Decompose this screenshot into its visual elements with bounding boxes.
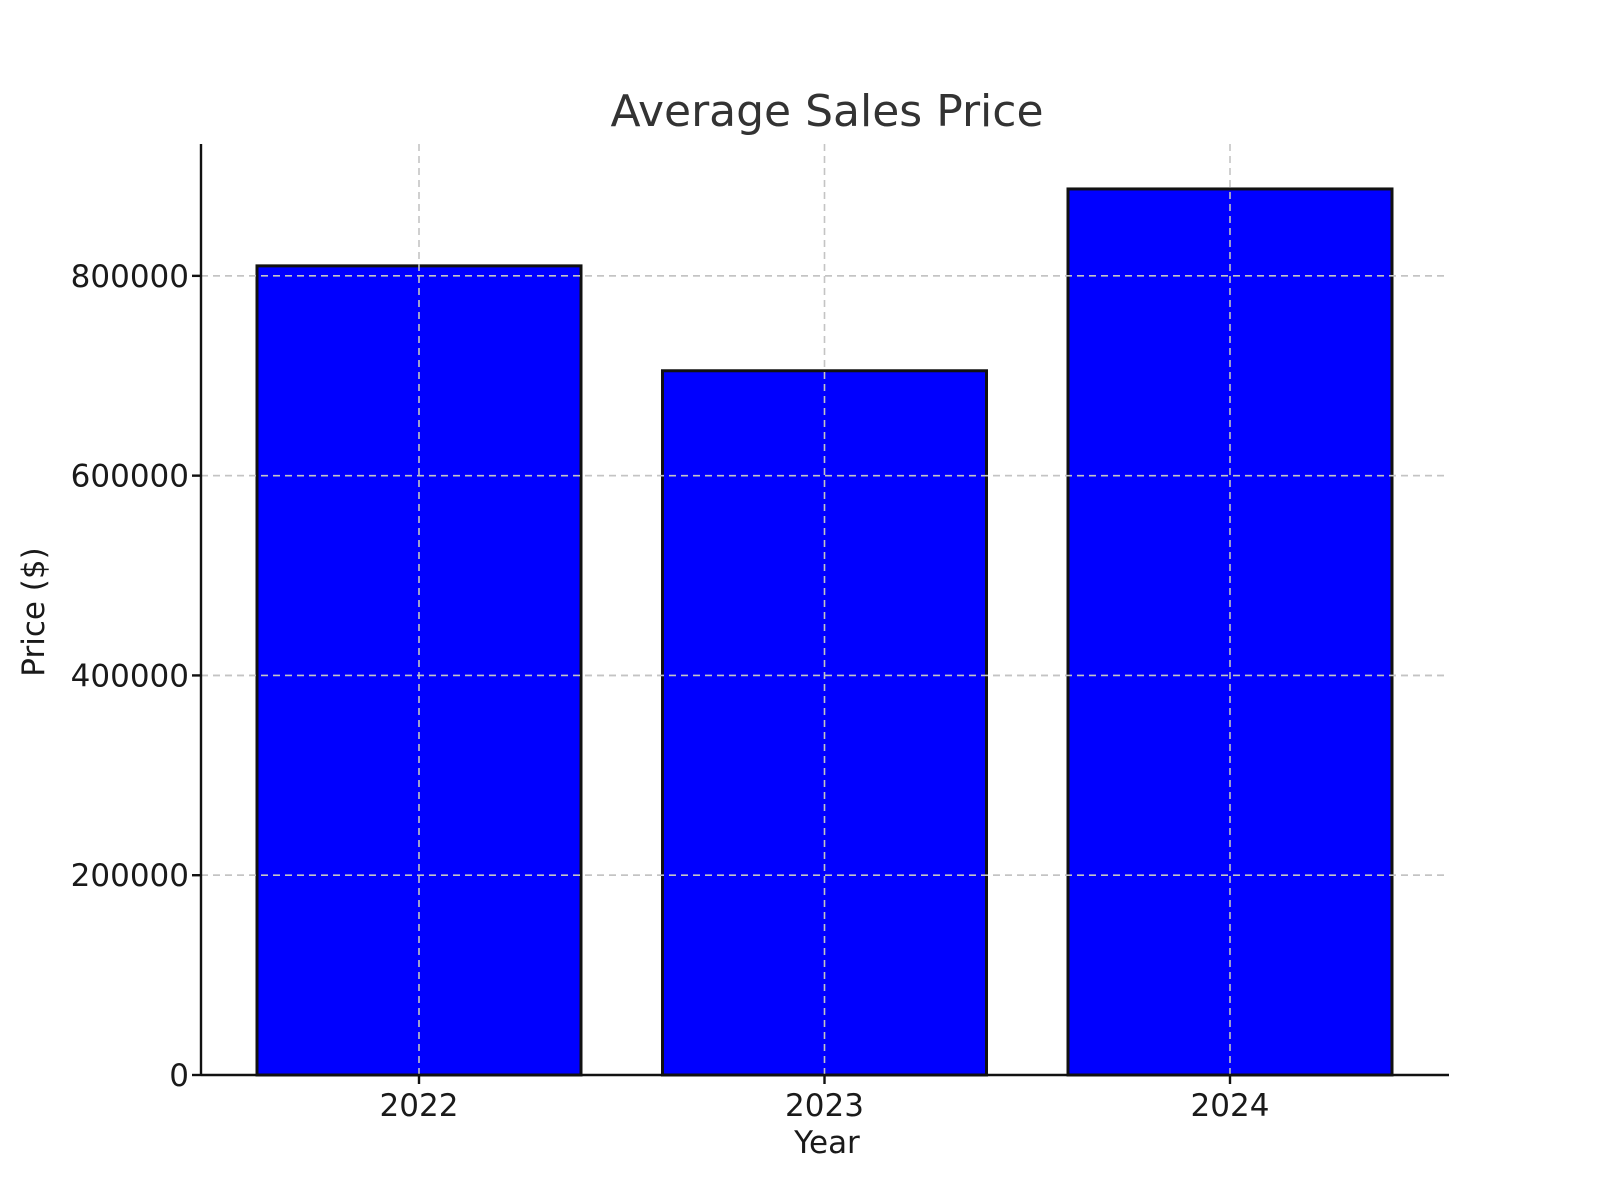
y-tick-label: 800000	[71, 259, 189, 295]
y-tick-label: 0	[169, 1058, 189, 1094]
x-tick-label: 2023	[785, 1088, 864, 1124]
y-axis-label: Price ($)	[16, 547, 52, 676]
y-tick-label: 400000	[71, 658, 189, 694]
y-tick-label: 200000	[71, 858, 189, 894]
y-tick-label: 600000	[71, 459, 189, 495]
x-axis-label: Year	[793, 1125, 860, 1161]
x-grid-layer	[201, 144, 1449, 1075]
chart-title: Average Sales Price	[610, 86, 1043, 137]
ticks-layer: 0 200000 400000 600000 800000 2022 2023 2024	[71, 259, 1270, 1124]
x-tick-label: 2024	[1191, 1088, 1270, 1124]
x-tick-label: 2022	[380, 1088, 459, 1124]
